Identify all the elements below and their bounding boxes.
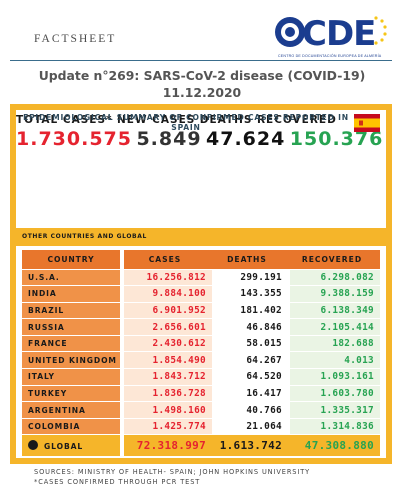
table-row: TURKEY 1.836.728 16.417 1.603.780	[22, 385, 380, 403]
country-cell: BRAZIL	[22, 302, 122, 320]
header-divider	[10, 60, 392, 61]
recovered-cell: 9.388.159	[290, 285, 380, 303]
table-row: RUSSIA 2.656.601 46.846 2.105.414	[22, 318, 380, 336]
countries-table: COUNTRY CASES DEATHS RECOVERED U.S.A. 16.…	[22, 250, 380, 458]
table-row: COLOMBIA 1.425.774 21.064 1.314.836	[22, 418, 380, 436]
global-recovered: 47.308.880	[290, 434, 380, 458]
sources-text: SOURCES: MINISTRY OF HEALTH- SPAIN; JOHN…	[34, 468, 311, 476]
other-countries-heading: OTHER COUNTRIES AND GLOBAL	[16, 228, 386, 246]
recovered-cell: 1.093.161	[290, 368, 380, 386]
cases-cell: 1.836.728	[120, 385, 212, 403]
logo-subtitle: CENTRO DE DOCUMENTACIÓN EUROPEA DE ALMER…	[278, 54, 382, 58]
global-cases: 72.318.997	[120, 434, 212, 458]
cde-logo: CDE CENTRO DE DOCUMENTACIÓN EUROPEA DE A…	[272, 12, 390, 62]
recovered-label: RECOVERED	[256, 114, 337, 126]
country-cell: ARGENTINA	[22, 401, 122, 419]
logo-text: CDE	[302, 14, 376, 54]
country-cell: U.S.A.	[22, 269, 122, 287]
cases-cell: 1.854.490	[120, 351, 212, 370]
deaths-cell: 299.191	[212, 269, 290, 287]
country-cell: RUSSIA	[22, 318, 122, 336]
cases-cell: 2.656.601	[120, 318, 212, 336]
deaths-value: 47.624	[206, 128, 286, 150]
recovered-cell: 1.335.317	[290, 401, 380, 419]
recovered-value: 150.376	[289, 128, 384, 150]
page-title: Update n°269: SARS-CoV-2 disease (COVID-…	[38, 68, 366, 100]
column-header-recovered: RECOVERED	[290, 250, 380, 270]
deaths-label: DEATHS	[199, 114, 253, 126]
cases-cell: 2.430.612	[120, 335, 212, 353]
recovered-cell: 4.013	[290, 351, 380, 370]
deaths-cell: 181.402	[212, 302, 290, 320]
table-row: BRAZIL 6.901.952 181.402 6.138.349	[22, 302, 380, 320]
country-cell: ITALY	[22, 368, 122, 386]
deaths-cell: 21.064	[212, 418, 290, 436]
recovered-cell: 1.603.780	[290, 385, 380, 403]
table-row: U.S.A. 16.256.812 299.191 6.298.082	[22, 269, 380, 287]
table-row: ARGENTINA 1.498.160 40.766 1.335.317	[22, 401, 380, 419]
global-label-cell: GLOBAL	[22, 434, 122, 458]
cases-cell: 1.843.712	[120, 368, 212, 386]
new-cases-value: 5.849	[136, 128, 202, 150]
recovered-cell: 6.138.349	[290, 302, 380, 320]
globe-icon	[28, 440, 38, 451]
global-deaths: 1.613.742	[212, 434, 290, 458]
country-cell: UNITED KINGDOM	[22, 351, 122, 370]
column-header-cases: CASES	[120, 250, 212, 270]
country-cell: COLOMBIA	[22, 418, 122, 436]
column-header-deaths: DEATHS	[212, 250, 290, 270]
deaths-cell: 40.766	[212, 401, 290, 419]
deaths-cell: 46.846	[212, 318, 290, 336]
table-row: UNITED KINGDOM 1.854.490 64.267 4.013	[22, 351, 380, 370]
new-cases-label: NEW CASES	[116, 114, 196, 126]
recovered-cell: 2.105.414	[290, 318, 380, 336]
global-label: GLOBAL	[44, 442, 84, 452]
cases-cell: 9.884.100	[120, 285, 212, 303]
cases-cell: 1.498.160	[120, 401, 212, 419]
total-cases-value: 1.730.575	[16, 128, 132, 150]
factsheet-panel: EPIDEMIOLOGICAL SUMMARY OF CONFIRMED CAS…	[10, 104, 392, 464]
summary-heading: EPIDEMIOLOGICAL SUMMARY OF CONFIRMED CAS…	[23, 113, 349, 132]
panel-inner: EPIDEMIOLOGICAL SUMMARY OF CONFIRMED CAS…	[16, 110, 386, 458]
table-header-row: COUNTRY CASES DEATHS RECOVERED	[22, 250, 380, 270]
cases-cell: 6.901.952	[120, 302, 212, 320]
spain-flag-icon	[354, 114, 380, 132]
recovered-cell: 182.688	[290, 335, 380, 353]
recovered-cell: 1.314.836	[290, 418, 380, 436]
deaths-cell: 64.267	[212, 351, 290, 370]
total-cases-label: TOTAL CASES*	[16, 114, 113, 126]
deaths-cell: 64.520	[212, 368, 290, 386]
pcr-note: *CASES CONFIRMED THROUGH PCR TEST	[34, 477, 201, 486]
table-row: ITALY 1.843.712 64.520 1.093.161	[22, 368, 380, 386]
cases-cell: 1.425.774	[120, 418, 212, 436]
country-cell: FRANCE	[22, 335, 122, 353]
table-row: INDIA 9.884.100 143.355 9.388.159	[22, 285, 380, 303]
cases-cell: 16.256.812	[120, 269, 212, 287]
factsheet-label: FACTSHEET	[34, 33, 117, 45]
column-header-country: COUNTRY	[22, 250, 122, 270]
global-row: GLOBAL 72.318.997 1.613.742 47.308.880	[22, 434, 380, 458]
eu-stars-icon	[275, 16, 387, 47]
recovered-cell: 6.298.082	[290, 269, 380, 287]
country-cell: TURKEY	[22, 385, 122, 403]
deaths-cell: 58.015	[212, 335, 290, 353]
table-row: FRANCE 2.430.612 58.015 182.688	[22, 335, 380, 353]
deaths-cell: 16.417	[212, 385, 290, 403]
country-cell: INDIA	[22, 285, 122, 303]
deaths-cell: 143.355	[212, 285, 290, 303]
sources-footer: SOURCES: MINISTRY OF HEALTH- SPAIN; JOHN…	[34, 468, 310, 487]
